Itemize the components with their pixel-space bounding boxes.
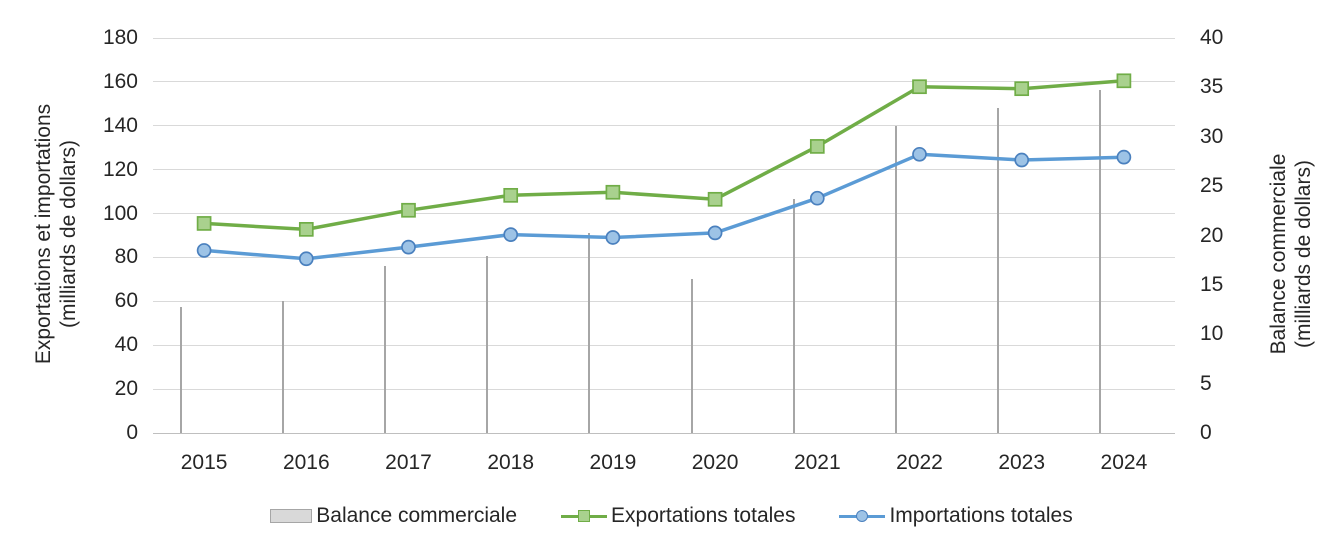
right-tick-label: 10 — [1200, 322, 1224, 346]
circle-marker-2018 — [503, 227, 519, 242]
left-axis-title-line2: (milliards de dollars) — [57, 140, 80, 328]
square-marker-2020 — [707, 191, 723, 207]
exportations-line — [203, 79, 1125, 232]
legend: Balance commerciale Exportations totales… — [0, 502, 1343, 530]
square-marker-2018 — [503, 187, 519, 203]
gridline — [153, 256, 1175, 258]
circle-marker-2017 — [401, 239, 416, 255]
x-axis-line — [153, 432, 1175, 434]
bar-2020 — [690, 278, 693, 433]
importations-line-swatch-icon — [839, 508, 886, 524]
balance-bar-swatch-icon — [270, 509, 313, 523]
left-tick-label: 120 — [102, 157, 138, 181]
right-tick-label: 30 — [1200, 124, 1224, 148]
bar-2016 — [281, 300, 284, 433]
left-tick-label: 20 — [114, 377, 138, 401]
right-axis-title: Balance commerciale (milliards de dollar… — [1266, 154, 1316, 355]
left-tick-label: 100 — [102, 201, 138, 225]
x-tick-label-2018: 2018 — [487, 451, 535, 474]
square-marker-2024 — [1116, 73, 1132, 89]
left-axis-title-line1: Exportations et importations — [32, 103, 55, 365]
bar-2021 — [792, 198, 795, 433]
right-tick-label: 5 — [1200, 371, 1212, 395]
exportations-line-swatch-icon — [561, 508, 608, 524]
left-tick-label: 180 — [102, 26, 138, 49]
x-tick-label-2020: 2020 — [691, 451, 739, 474]
square-marker-2023 — [1014, 81, 1030, 97]
x-tick-label-2019: 2019 — [589, 451, 637, 474]
exportations-square-marker-icon — [578, 510, 591, 522]
circle-marker-2020 — [707, 225, 723, 241]
bar-2023 — [997, 108, 1000, 433]
circle-marker-2015 — [196, 243, 212, 258]
left-tick-label: 40 — [114, 333, 138, 357]
plot-area — [153, 37, 1175, 434]
left-tick-label: 80 — [114, 245, 138, 269]
right-tick-label: 25 — [1200, 174, 1224, 198]
importations-circle-marker-icon — [856, 510, 869, 522]
gridline — [153, 344, 1175, 346]
legend-item-balance: Balance commerciale — [270, 502, 517, 530]
circle-marker-2021 — [809, 190, 825, 206]
left-axis-title: Exportations et importations (milliards … — [31, 104, 81, 364]
left-tick-label: 140 — [102, 113, 138, 137]
gridline — [153, 37, 1175, 39]
gridline — [153, 169, 1175, 171]
legend-item-importations: Importations totales — [839, 502, 1073, 530]
bar-2018 — [486, 256, 489, 433]
left-tick-label: 160 — [102, 69, 138, 93]
x-tick-label-2015: 2015 — [180, 451, 228, 474]
bar-2024 — [1099, 90, 1102, 433]
bar-2017 — [384, 266, 386, 433]
left-tick-label: 0 — [126, 421, 138, 444]
right-tick-label: 15 — [1200, 272, 1224, 296]
square-marker-2017 — [401, 202, 416, 218]
square-marker-2019 — [605, 184, 621, 200]
right-tick-label: 40 — [1200, 26, 1224, 49]
gridline — [153, 388, 1175, 390]
square-marker-2016 — [298, 222, 314, 237]
right-tick-label: 0 — [1200, 421, 1212, 444]
x-tick-label-2021: 2021 — [793, 451, 841, 474]
gridline — [153, 213, 1175, 215]
right-tick-label: 20 — [1200, 223, 1224, 247]
circle-marker-2019 — [605, 230, 621, 245]
gridline — [153, 81, 1175, 83]
right-axis-title-line1: Balance commerciale — [1267, 153, 1290, 355]
right-tick-label: 35 — [1200, 75, 1224, 99]
circle-marker-2024 — [1116, 149, 1132, 165]
x-tick-label-2016: 2016 — [282, 451, 330, 474]
legend-item-exportations: Exportations totales — [561, 502, 795, 530]
legend-label-exportations: Exportations totales — [611, 504, 796, 527]
x-tick-label-2023: 2023 — [998, 451, 1046, 474]
legend-label-importations: Importations totales — [889, 504, 1073, 527]
circle-marker-2016 — [298, 251, 314, 267]
square-marker-2022 — [912, 79, 927, 95]
x-tick-label-2022: 2022 — [896, 451, 943, 474]
right-axis-title-line2: (milliards de dollars) — [1292, 160, 1315, 348]
line-series-layer — [196, 73, 1132, 267]
circle-marker-2022 — [912, 146, 927, 162]
gridline — [153, 300, 1175, 302]
importations-line — [203, 152, 1124, 261]
legend-label-balance: Balance commerciale — [316, 504, 518, 527]
bar-2022 — [895, 125, 897, 433]
x-tick-label-2017: 2017 — [385, 451, 432, 474]
left-tick-label: 60 — [114, 289, 138, 313]
x-tick-label-2024: 2024 — [1100, 451, 1148, 474]
circle-marker-2023 — [1014, 152, 1030, 168]
gridline — [153, 125, 1175, 127]
bar-2015 — [179, 306, 182, 433]
square-marker-2021 — [809, 139, 825, 154]
square-marker-2015 — [196, 216, 212, 231]
bar-2019 — [588, 232, 591, 433]
